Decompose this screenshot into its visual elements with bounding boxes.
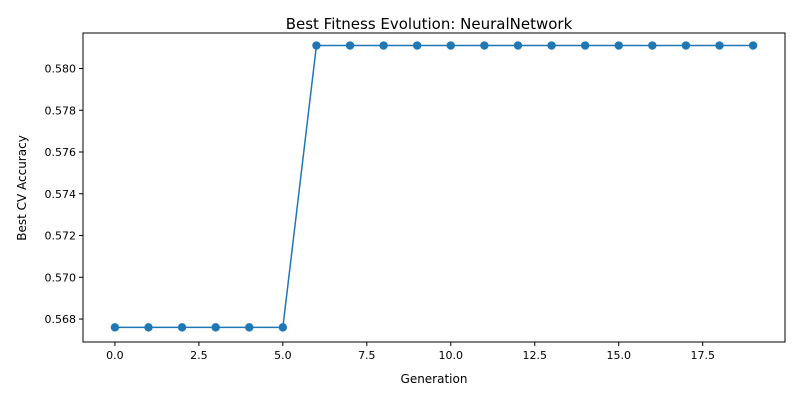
y-tick-label: 0.578 [45, 104, 77, 117]
data-point [144, 323, 153, 332]
x-tick-label: 0.0 [106, 349, 124, 362]
y-tick-label: 0.572 [45, 230, 77, 243]
data-point [110, 323, 120, 332]
x-tick-label: 5.0 [274, 349, 292, 362]
data-point [446, 41, 455, 50]
x-axis-ticks: 0.0 2.5 5.0 7.5 10.0 12.5 15.0 17.5 [106, 342, 715, 362]
data-point [379, 41, 388, 50]
x-tick-label: 7.5 [358, 349, 376, 362]
x-axis-label: Generation [401, 372, 468, 386]
data-point [278, 323, 288, 332]
x-tick-label: 17.5 [690, 349, 715, 362]
y-tick-label: 0.570 [45, 271, 77, 284]
data-point [211, 323, 220, 332]
data-point [614, 41, 623, 50]
chart-title: Best Fitness Evolution: NeuralNetwork [286, 15, 573, 33]
data-point [547, 41, 556, 50]
data-point [345, 41, 355, 50]
y-axis-label: Best CV Accuracy [15, 135, 29, 241]
data-point [177, 323, 187, 332]
x-tick-label: 2.5 [190, 349, 208, 362]
y-tick-label: 0.576 [45, 146, 77, 159]
y-tick-label: 0.574 [45, 188, 77, 201]
data-point [648, 41, 657, 50]
x-tick-label: 15.0 [606, 349, 631, 362]
y-axis-ticks: 0.568 0.570 0.572 0.574 0.576 0.578 0.580 [45, 62, 83, 326]
data-point [715, 41, 724, 50]
plot-area [110, 41, 758, 332]
data-point [681, 41, 691, 50]
data-point [580, 41, 590, 50]
x-tick-label: 12.5 [523, 349, 548, 362]
y-tick-label: 0.568 [45, 313, 77, 326]
data-point [413, 41, 422, 50]
data-point [748, 41, 758, 50]
data-point [513, 41, 523, 50]
series-line [114, 44, 754, 329]
data-point [480, 41, 489, 50]
y-tick-label: 0.580 [45, 62, 77, 75]
data-point [245, 323, 254, 332]
plot-frame [82, 32, 786, 343]
x-tick-label: 10.0 [439, 349, 464, 362]
data-point [312, 41, 321, 50]
